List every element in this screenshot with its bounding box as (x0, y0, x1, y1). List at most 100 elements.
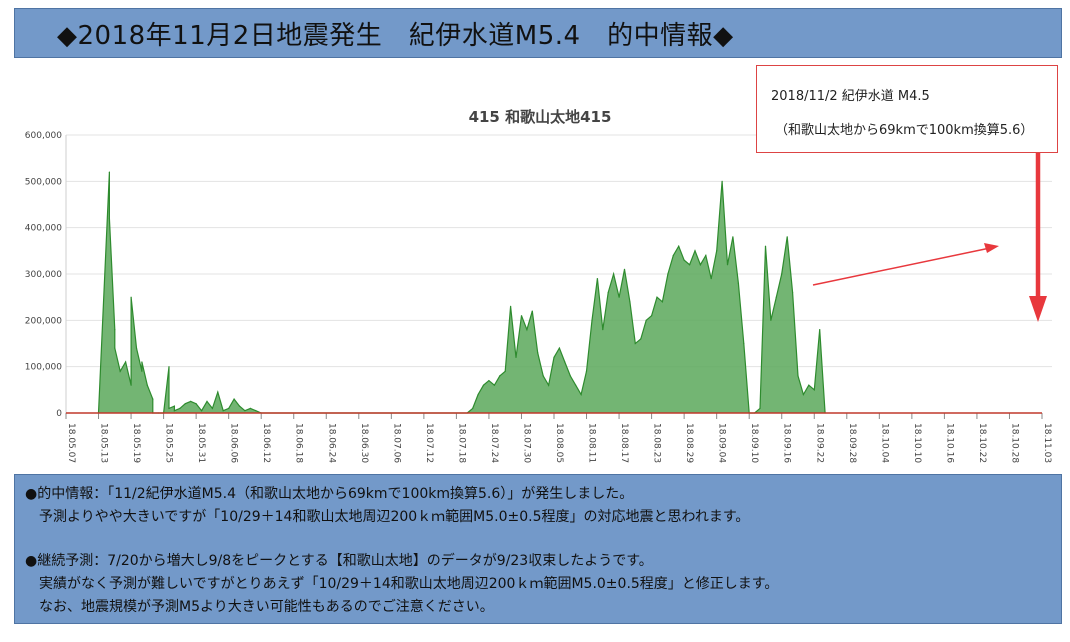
data-point (249, 407, 251, 409)
data-point (618, 296, 620, 298)
x-tick-label: 18.05.13 (99, 423, 109, 463)
data-point (591, 319, 593, 321)
x-tick-label: 18.06.12 (261, 423, 271, 463)
data-point (195, 403, 197, 405)
data-point (537, 352, 539, 354)
data-point (168, 407, 170, 409)
data-point (580, 393, 582, 396)
data-point (569, 375, 571, 377)
data-point (488, 380, 490, 382)
data-point (558, 347, 561, 349)
x-tick-label: 18.10.10 (912, 423, 922, 463)
data-point (472, 407, 474, 409)
data-point (651, 315, 653, 317)
data-point (520, 315, 523, 317)
data-point (737, 282, 740, 284)
series-fill (98, 172, 826, 413)
data-point (510, 305, 512, 307)
info-line-1: ●的中情報：「11/2紀伊水道M5.4（和歌山太地から69kmで100km換算5… (25, 486, 634, 502)
data-point (493, 384, 495, 386)
x-tick-label: 18.06.30 (359, 423, 369, 463)
data-point (553, 356, 555, 358)
x-tick-label: 18.09.28 (847, 423, 857, 463)
data-point (130, 296, 132, 298)
series-area (97, 171, 826, 414)
data-point (173, 410, 175, 412)
annotation-arrow (812, 247, 991, 286)
title-banner: ◆2018年11月2日地震発生 紀伊水道M5.4 的中情報◆ (14, 8, 1062, 58)
data-point (575, 384, 577, 386)
data-point (173, 405, 175, 407)
data-point (710, 278, 712, 280)
data-point (802, 393, 805, 396)
annotation-layer (812, 150, 1047, 322)
x-tick-label: 18.08.23 (652, 423, 662, 463)
data-point (114, 347, 116, 349)
info-line-3: ●継続予測：7/20から増大し9/8をピークとする【和歌山太地】のデータが9/2… (25, 553, 653, 569)
info-line-4: 実績がなく予測が難しいですがとりあえず「10/29＋14和歌山太地周辺200ｋｍ… (39, 576, 779, 592)
data-point (623, 268, 626, 270)
data-point (694, 250, 696, 252)
data-point (808, 384, 810, 386)
data-point (786, 236, 788, 238)
data-point (770, 319, 772, 321)
x-tick-label: 18.10.16 (944, 423, 954, 463)
data-point (152, 398, 154, 400)
data-point (179, 407, 181, 409)
data-point (168, 366, 170, 368)
axis-layer: 0 100,000 200,000 300,000 400,000 500,000 600,… (25, 131, 1052, 463)
data-point (640, 338, 642, 340)
data-point (705, 254, 707, 257)
banner-title: ◆2018年11月2日地震発生 紀伊水道M5.4 的中情報◆ (57, 20, 734, 51)
x-tick-label: 18.05.19 (131, 423, 141, 463)
x-tick-label: 18.10.22 (977, 423, 987, 463)
data-point (114, 329, 116, 331)
data-point (797, 375, 799, 377)
data-point (732, 236, 734, 238)
data-point (726, 264, 729, 266)
y-tick-label: 500,000 (25, 177, 62, 187)
data-point (141, 370, 143, 372)
info-line-2: 予測よりやや大きいですが「10/29＋14和歌山太地周辺200ｋｍ範囲M5.0±… (39, 509, 750, 525)
grid-layer (66, 134, 1052, 368)
x-tick-label: 18.10.04 (879, 423, 889, 463)
data-point (228, 407, 230, 409)
y-tick-label: 300,000 (25, 270, 62, 280)
x-tick-label: 18.06.18 (294, 423, 304, 463)
y-tick-label: 100,000 (25, 363, 62, 373)
x-tick-label: 18.08.05 (554, 423, 564, 463)
x-tick-label: 18.08.11 (587, 423, 597, 463)
callout-line-2: （和歌山太地から69kmで100km換算5.6） (775, 123, 1034, 138)
chart: 415 和歌山太地415 0 100,000 200,000 300,000 400,0… (25, 108, 1052, 463)
x-tick-label: 18.07.12 (424, 423, 434, 463)
data-point (792, 291, 794, 294)
annotation-arrowhead (984, 243, 999, 253)
data-point (125, 361, 127, 363)
x-tick-label: 18.06.24 (326, 423, 336, 463)
data-point (564, 361, 566, 363)
data-point (542, 375, 544, 377)
x-tick-label: 18.09.16 (782, 423, 792, 463)
data-point (206, 400, 208, 402)
data-point (781, 273, 783, 275)
data-point (515, 356, 517, 358)
y-tick-label: 200,000 (25, 316, 62, 326)
data-point (255, 410, 257, 412)
data-point (482, 384, 485, 386)
x-tick-label: 18.07.24 (489, 423, 499, 463)
x-tick-label: 18.06.06 (229, 423, 239, 463)
x-tick-label: 18.11.03 (1042, 423, 1052, 463)
data-point (683, 259, 685, 261)
x-tick-label: 18.10.28 (1009, 423, 1019, 463)
data-point (699, 264, 702, 266)
data-point (499, 375, 501, 377)
data-point (233, 398, 235, 400)
callout-line-1: 2018/11/2 紀伊水道 M4.5 (771, 89, 930, 104)
data-point (764, 245, 767, 247)
data-point (629, 301, 631, 303)
data-point (141, 361, 143, 363)
data-point (211, 407, 213, 409)
data-point (721, 180, 723, 182)
y-tick-label: 400,000 (25, 224, 62, 234)
x-tick-label: 18.07.30 (521, 423, 531, 463)
